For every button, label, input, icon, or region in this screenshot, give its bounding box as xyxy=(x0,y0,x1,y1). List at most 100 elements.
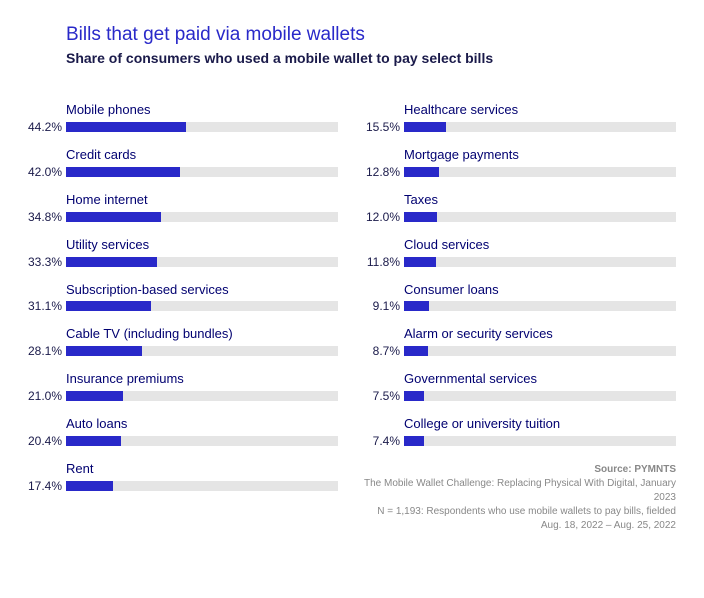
bar-wrap: 11.8% xyxy=(356,255,676,269)
bar-fill xyxy=(66,257,157,267)
bar-row: Cloud services 11.8% xyxy=(356,237,676,269)
bar-fill xyxy=(404,436,424,446)
bar-label: Governmental services xyxy=(404,371,676,388)
bar-percent: 20.4% xyxy=(18,434,62,448)
bar-row: Subscription-based services 31.1% xyxy=(18,282,338,314)
bar-wrap: 12.0% xyxy=(356,210,676,224)
bar-fill xyxy=(66,167,180,177)
bar-percent: 17.4% xyxy=(18,479,62,493)
bar-percent: 12.0% xyxy=(356,210,400,224)
bar-label: College or university tuition xyxy=(404,416,676,433)
bar-track xyxy=(66,481,338,491)
chart-column-right: Healthcare services 15.5% Mortgage payment… xyxy=(356,102,676,533)
bar-label: Taxes xyxy=(404,192,676,209)
bar-label: Subscription-based services xyxy=(66,282,338,299)
bar-row: Credit cards42.0% xyxy=(18,147,338,179)
bar-label: Rent xyxy=(66,461,338,478)
bar-percent: 42.0% xyxy=(18,165,62,179)
bar-track xyxy=(404,167,676,177)
bar-track xyxy=(404,301,676,311)
chart-column-left: Mobile phones 44.2% Credit cards42.0% Home … xyxy=(18,102,338,533)
source-line-3: N = 1,193: Respondents who use mobile wa… xyxy=(356,505,676,533)
bar-percent: 28.1% xyxy=(18,344,62,358)
bar-fill xyxy=(66,301,151,311)
bar-label: Insurance premiums xyxy=(66,371,338,388)
bar-track xyxy=(404,346,676,356)
bar-row: Mortgage payments12.8% xyxy=(356,147,676,179)
bar-row: Consumer loans 9.1% xyxy=(356,282,676,314)
bar-percent: 11.8% xyxy=(356,255,400,269)
bar-row: Auto loans 20.4% xyxy=(18,416,338,448)
bar-row: Governmental services 7.5% xyxy=(356,371,676,403)
bar-track xyxy=(404,436,676,446)
bar-wrap: 12.8% xyxy=(356,165,676,179)
bar-wrap: 8.7% xyxy=(356,344,676,358)
bar-fill xyxy=(404,257,436,267)
bar-track xyxy=(66,391,338,401)
bar-percent: 33.3% xyxy=(18,255,62,269)
bar-percent: 9.1% xyxy=(356,299,400,313)
bar-percent: 44.2% xyxy=(18,120,62,134)
bar-row: Healthcare services 15.5% xyxy=(356,102,676,134)
bar-label: Healthcare services xyxy=(404,102,676,119)
bar-row: Rent 17.4% xyxy=(18,461,338,493)
bar-fill xyxy=(66,391,123,401)
bar-track xyxy=(66,167,338,177)
bar-wrap: 42.0% xyxy=(18,165,338,179)
bar-fill xyxy=(66,212,161,222)
bar-fill xyxy=(66,122,186,132)
source-line-1: Source: PYMNTS xyxy=(356,463,676,477)
bar-track xyxy=(66,257,338,267)
bar-row: Alarm or security services 8.7% xyxy=(356,326,676,358)
bar-fill xyxy=(66,436,121,446)
bar-label: Cable TV (including bundles) xyxy=(66,326,338,343)
bar-row: Taxes 12.0% xyxy=(356,192,676,224)
bar-fill xyxy=(404,346,428,356)
bar-track xyxy=(404,122,676,132)
bar-row: Insurance premiums 21.0% xyxy=(18,371,338,403)
bar-fill xyxy=(404,301,429,311)
bar-percent: 34.8% xyxy=(18,210,62,224)
bar-row: Mobile phones 44.2% xyxy=(18,102,338,134)
bar-percent: 31.1% xyxy=(18,299,62,313)
bar-percent: 7.4% xyxy=(356,434,400,448)
bar-percent: 7.5% xyxy=(356,389,400,403)
source-block: Source: PYMNTSThe Mobile Wallet Challeng… xyxy=(356,463,676,533)
bar-wrap: 15.5% xyxy=(356,120,676,134)
bar-wrap: 21.0% xyxy=(18,389,338,403)
bar-label: Alarm or security services xyxy=(404,326,676,343)
bar-track xyxy=(66,122,338,132)
bar-wrap: 34.8% xyxy=(18,210,338,224)
bar-wrap: 28.1% xyxy=(18,344,338,358)
bar-label: Auto loans xyxy=(66,416,338,433)
bar-percent: 8.7% xyxy=(356,344,400,358)
bar-label: Mobile phones xyxy=(66,102,338,119)
chart-title: Bills that get paid via mobile wallets xyxy=(66,24,676,46)
bar-label: Home internet xyxy=(66,192,338,209)
source-value: PYMNTS xyxy=(634,464,676,475)
bar-label: Cloud services xyxy=(404,237,676,254)
bar-row: Home internet 34.8% xyxy=(18,192,338,224)
bar-fill xyxy=(404,167,439,177)
bar-label: Utility services xyxy=(66,237,338,254)
bar-fill xyxy=(404,212,437,222)
bar-row: Cable TV (including bundles) 28.1% xyxy=(18,326,338,358)
source-label: Source: xyxy=(594,464,634,475)
bar-fill xyxy=(404,391,424,401)
bar-track xyxy=(404,257,676,267)
bar-percent: 15.5% xyxy=(356,120,400,134)
bar-track xyxy=(66,301,338,311)
source-line-2: The Mobile Wallet Challenge: Replacing P… xyxy=(356,477,676,505)
bar-wrap: 7.4% xyxy=(356,434,676,448)
bar-label: Mortgage payments xyxy=(404,147,676,164)
bar-wrap: 17.4% xyxy=(18,479,338,493)
bar-track xyxy=(66,346,338,356)
bar-fill xyxy=(66,481,113,491)
bar-percent: 21.0% xyxy=(18,389,62,403)
bar-wrap: 7.5% xyxy=(356,389,676,403)
bar-wrap: 33.3% xyxy=(18,255,338,269)
bar-fill xyxy=(404,122,446,132)
bar-track xyxy=(404,212,676,222)
chart-subtitle: Share of consumers who used a mobile wal… xyxy=(66,50,676,66)
bar-label: Consumer loans xyxy=(404,282,676,299)
